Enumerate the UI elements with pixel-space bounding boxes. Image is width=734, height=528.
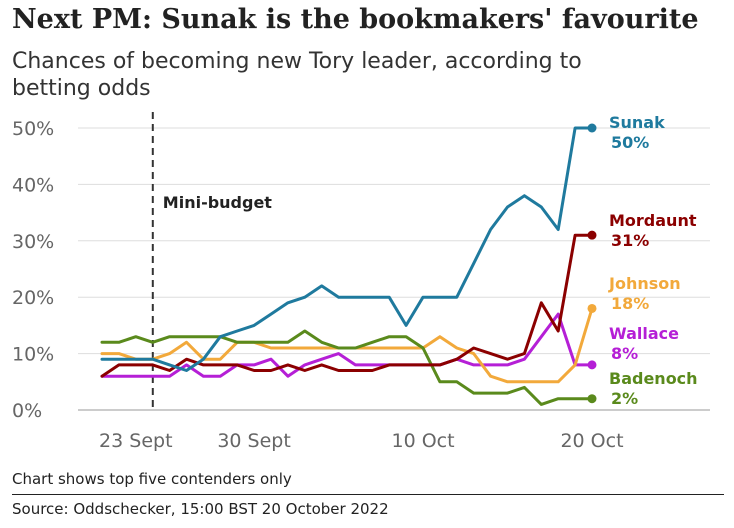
series-lines: [100, 123, 597, 406]
series-line-wallace: [100, 312, 594, 378]
x-tick-label: 20 Oct: [560, 430, 623, 452]
y-tick-label: 10%: [12, 344, 54, 366]
series-value-label: 50%: [611, 133, 649, 152]
series-line-badenoch: [100, 329, 594, 406]
x-axis-tick-labels: 23 Sept 30 Sept 10 Oct 20 Oct: [99, 430, 623, 452]
gridlines: [78, 127, 710, 411]
y-tick-label: 30%: [12, 231, 54, 253]
y-tick-label: 50%: [12, 118, 54, 140]
y-axis-tick-labels: 0% 10% 20% 30% 40% 50%: [12, 118, 54, 422]
chart-title: Next PM: Sunak is the bookmakers' favour…: [12, 4, 699, 35]
series-name-label: Wallace: [609, 324, 679, 343]
series-end-dot-mordaunt: [587, 230, 597, 240]
annotation: Mini-budget: [151, 112, 273, 410]
series-name-label: Johnson: [608, 274, 681, 293]
y-tick-label: 20%: [12, 287, 54, 309]
series-end-dot-wallace: [587, 360, 597, 370]
series-name-label: Mordaunt: [609, 211, 697, 230]
x-tick-label: 30 Sept: [217, 430, 290, 452]
chart-source: Source: Oddschecker, 15:00 BST 20 Octobe…: [12, 500, 389, 518]
series-end-dot-badenoch: [587, 394, 597, 404]
series-value-label: 2%: [611, 389, 638, 408]
series-end-dot-sunak: [587, 123, 597, 133]
series-name-label: Sunak: [609, 113, 665, 132]
series-value-label: 8%: [611, 344, 638, 363]
y-tick-label: 0%: [12, 400, 42, 422]
y-tick-label: 40%: [12, 174, 54, 196]
series-end-dot-johnson: [587, 303, 597, 313]
chart-subtitle: Chances of becoming new Tory leader, acc…: [12, 49, 582, 101]
divider: [12, 494, 724, 495]
x-tick-label: 23 Sept: [99, 430, 172, 452]
chart-note: Chart shows top five contenders only: [12, 470, 292, 488]
series-value-label: 31%: [611, 231, 649, 250]
mini-budget-label: Mini-budget: [163, 193, 273, 212]
series-line-sunak: [100, 126, 594, 372]
series-name-label: Badenoch: [609, 369, 698, 388]
series-value-label: 18%: [611, 294, 649, 313]
x-tick-label: 10 Oct: [391, 430, 454, 452]
series-line-mordaunt: [100, 233, 594, 378]
line-chart: 0% 10% 20% 30% 40% 50% 23 Sept 30 Sept 10 Oct 20…: [12, 112, 710, 452]
